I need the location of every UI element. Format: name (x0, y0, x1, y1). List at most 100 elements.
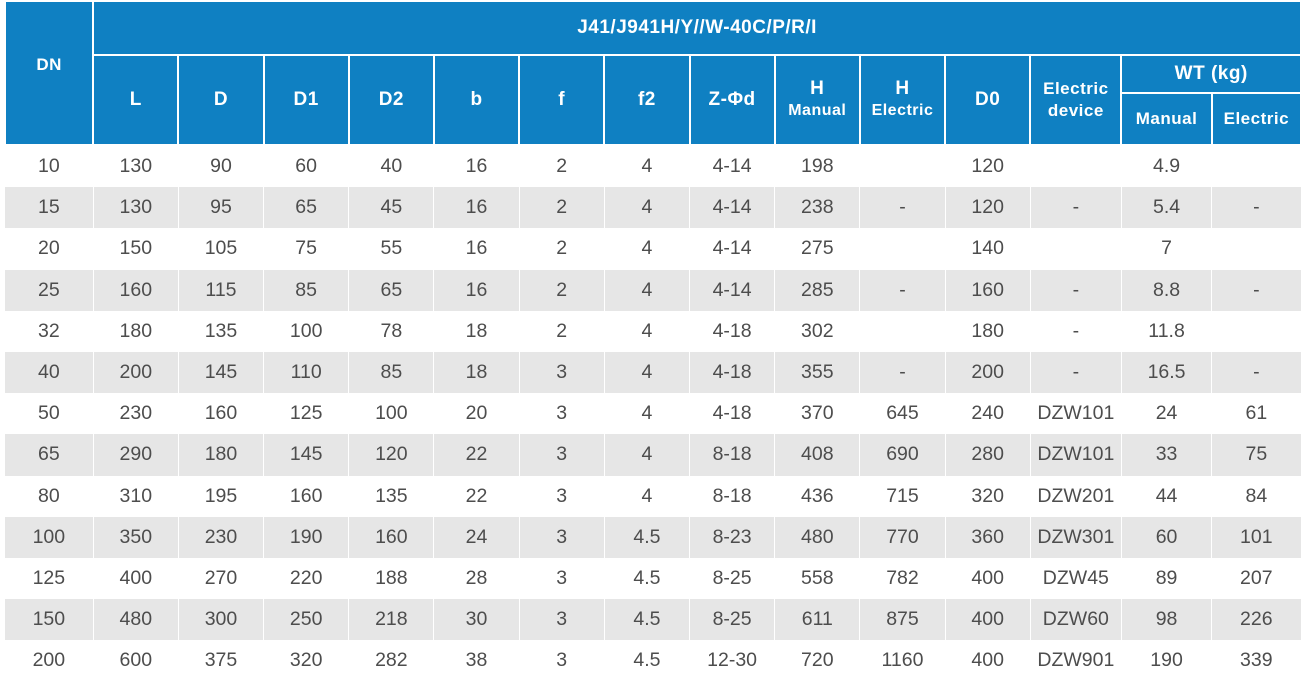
cell-electric-device (1030, 145, 1122, 188)
cell-h-electric: 875 (859, 599, 946, 641)
cell-wt-manual: 60 (1121, 516, 1213, 558)
header-wt-manual: Manual (1120, 92, 1213, 146)
header-d0: D0 (944, 54, 1032, 146)
cell-d0: 140 (945, 228, 1031, 270)
cell-f2: 4 (604, 187, 691, 229)
cell-d: 115 (178, 269, 265, 311)
cell-electric-device: - (1030, 187, 1122, 229)
cell-d0: 360 (945, 516, 1031, 558)
cell-dn: 125 (5, 557, 94, 600)
cell-h-electric: - (859, 269, 946, 311)
cell-dn: 15 (5, 187, 94, 229)
cell-wt-electric (1211, 228, 1302, 270)
cell-d2: 40 (348, 145, 435, 188)
cell-wt-electric (1211, 310, 1302, 352)
cell-dn: 100 (5, 516, 94, 558)
cell-wt-manual: 8.8 (1121, 269, 1213, 311)
cell-f: 3 (519, 351, 605, 394)
cell-d: 135 (178, 310, 265, 352)
cell-d2: 65 (348, 269, 435, 311)
cell-l: 200 (93, 351, 179, 394)
cell-d1: 320 (263, 640, 350, 682)
cell-d2: 218 (348, 599, 435, 641)
cell-d1: 125 (263, 393, 350, 435)
cell-d: 270 (178, 557, 265, 600)
cell-d2: 120 (348, 434, 435, 476)
header-z-phi-d: Z-Φd (688, 54, 776, 146)
cell-z-phi-d: 8-23 (689, 516, 776, 558)
cell-f: 3 (519, 475, 605, 517)
cell-h-manual: 436 (774, 475, 861, 517)
cell-f: 3 (519, 599, 605, 641)
cell-b: 16 (433, 187, 520, 229)
cell-l: 400 (93, 557, 179, 600)
cell-f2: 4.5 (604, 640, 691, 682)
cell-wt-electric: 84 (1211, 475, 1302, 517)
table-row: 32 180 135 100 78 18 2 4 4-18 302 180-11.8 (5, 310, 1302, 352)
cell-b: 24 (433, 516, 520, 558)
cell-l: 150 (93, 228, 179, 270)
cell-d: 195 (178, 475, 265, 517)
cell-dn: 80 (5, 475, 94, 517)
cell-electric-device: DZW301 (1030, 516, 1122, 558)
cell-h-electric: 690 (859, 434, 946, 476)
cell-l: 130 (93, 145, 179, 188)
cell-d2: 55 (348, 228, 435, 270)
cell-h-manual: 198 (774, 145, 861, 188)
header-d: D (177, 54, 265, 146)
cell-wt-manual: 7 (1121, 228, 1213, 270)
cell-d1: 250 (263, 599, 350, 641)
cell-f2: 4 (604, 475, 691, 517)
cell-h-manual: 355 (774, 351, 861, 394)
header-electric-device-line2: device (1047, 101, 1104, 120)
cell-z-phi-d: 4-14 (689, 187, 776, 229)
cell-wt-manual: 98 (1121, 599, 1213, 641)
header-electric-device: Electric device (1029, 54, 1123, 146)
cell-d0: 180 (945, 310, 1031, 352)
cell-d2: 100 (348, 393, 435, 435)
table-row: 200 600 375 320 282 38 3 4.5 12-30 720 1160 400 DZW9… (5, 640, 1302, 682)
cell-f2: 4.5 (604, 599, 691, 641)
cell-wt-electric: 226 (1211, 599, 1302, 641)
cell-d: 180 (178, 434, 265, 476)
cell-d1: 220 (263, 557, 350, 600)
cell-d0: 160 (945, 269, 1031, 311)
cell-d0: 280 (945, 434, 1031, 476)
cell-d2: 135 (348, 475, 435, 517)
cell-dn: 20 (5, 228, 94, 270)
cell-dn: 50 (5, 393, 94, 435)
cell-h-manual: 408 (774, 434, 861, 476)
cell-h-electric (859, 228, 946, 270)
cell-h-electric: 715 (859, 475, 946, 517)
cell-wt-manual: 11.8 (1121, 310, 1213, 352)
cell-l: 230 (93, 393, 179, 435)
cell-b: 18 (433, 351, 520, 394)
cell-f: 3 (519, 557, 605, 600)
valve-dimension-table: DN J41/J941H/Y//W-40C/P/R/I L D D1 D2 b … (3, 0, 1302, 682)
cell-electric-device: DZW60 (1030, 599, 1122, 641)
cell-f2: 4 (604, 351, 691, 394)
cell-electric-device: DZW901 (1030, 640, 1122, 682)
cell-z-phi-d: 4-14 (689, 269, 776, 311)
cell-b: 16 (433, 228, 520, 270)
cell-d1: 60 (263, 145, 350, 188)
table-row: 80 310 195 160 135 22 3 4 8-18 436 715 320 DZW201 44 8… (5, 475, 1302, 517)
cell-h-manual: 238 (774, 187, 861, 229)
cell-h-electric: 782 (859, 557, 946, 600)
table-row: 50 230 160 125 100 20 3 4 4-18 370 645 240 DZW101 24 6… (5, 393, 1302, 435)
cell-wt-electric: 207 (1211, 557, 1302, 600)
cell-d2: 78 (348, 310, 435, 352)
cell-d0: 120 (945, 187, 1031, 229)
header-wt-electric: Electric (1210, 92, 1302, 146)
cell-dn: 32 (5, 310, 94, 352)
cell-b: 38 (433, 640, 520, 682)
cell-l: 600 (93, 640, 179, 682)
header-h-electric-label: Electric (871, 102, 934, 119)
cell-f2: 4 (604, 145, 691, 188)
cell-h-manual: 275 (774, 228, 861, 270)
cell-d0: 400 (945, 557, 1031, 600)
cell-wt-electric: 61 (1211, 393, 1302, 435)
cell-wt-manual: 190 (1121, 640, 1213, 682)
cell-d0: 400 (945, 599, 1031, 641)
cell-d: 95 (178, 187, 265, 229)
